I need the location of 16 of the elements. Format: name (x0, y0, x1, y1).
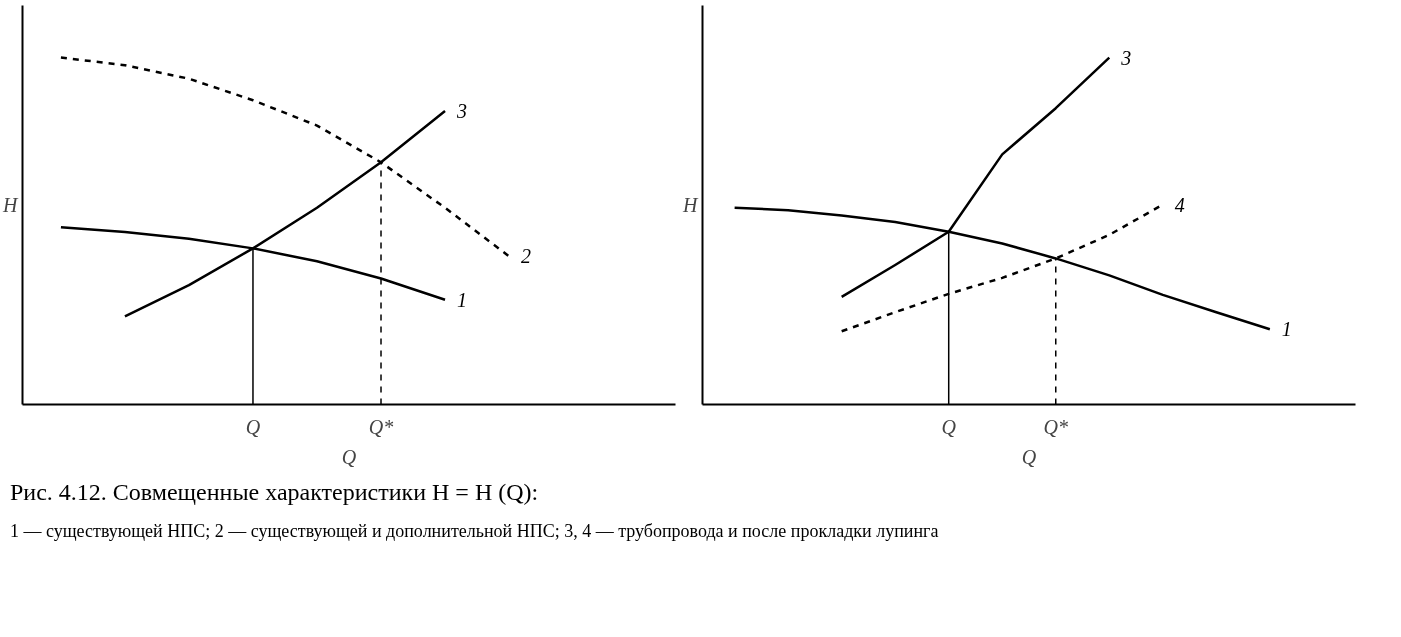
text: Рис. 4.12. Совмещенные характеристики H = H (Q): (10, 478, 539, 507)
x-tick-label: Q (941, 415, 957, 438)
x-axis-title: Q (1021, 445, 1037, 468)
series-label: 1 (457, 288, 468, 311)
series-label: 2 (521, 245, 532, 268)
x-tick-label: Q (245, 415, 261, 438)
x-axis-title: Q (341, 445, 357, 468)
text: 1 — существующей НПС; 2 — существующей и дополнительной НПС; 3, 4 — трубопровода и после прокладки лупинга (10, 520, 939, 544)
series-label: 3 (1120, 46, 1132, 69)
y-axis-title: H (2, 194, 20, 216)
x-tick-label: Q* (368, 415, 394, 438)
series-label: 4 (1174, 193, 1185, 216)
series-label: 3 (456, 99, 468, 122)
series-label: 1 (1281, 318, 1292, 341)
y-axis-title: H (682, 194, 700, 216)
x-tick-label: Q* (1043, 415, 1068, 438)
